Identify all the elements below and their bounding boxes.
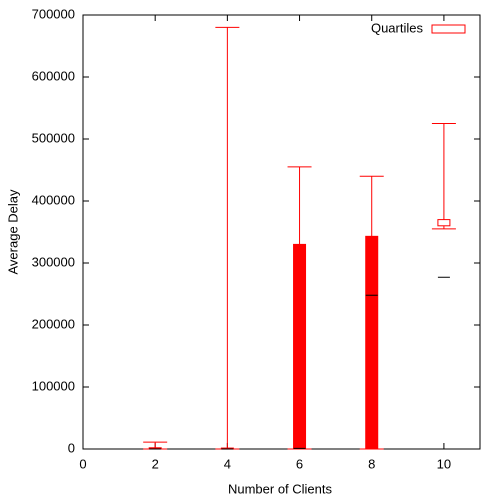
- y-tick-label: 400000: [32, 192, 75, 207]
- x-tick-label: 4: [224, 456, 231, 471]
- y-axis-label: Average Delay: [5, 189, 20, 275]
- box: [365, 235, 379, 450]
- x-axis-label: Number of Clients: [228, 481, 333, 496]
- box: [293, 243, 307, 450]
- y-tick-label: 700000: [32, 6, 75, 21]
- plot-frame: [82, 14, 481, 450]
- y-tick-label: 600000: [32, 68, 75, 83]
- y-tick-label: 300000: [32, 254, 75, 269]
- y-tick-label: 0: [68, 440, 75, 455]
- x-tick-label: 8: [368, 456, 375, 471]
- legend-label: Quartiles: [371, 20, 424, 35]
- legend-swatch: [431, 24, 466, 34]
- x-tick-label: 2: [152, 456, 159, 471]
- y-tick-label: 500000: [32, 130, 75, 145]
- x-tick-label: 10: [437, 456, 451, 471]
- box: [437, 219, 451, 227]
- x-tick-label: 6: [296, 456, 303, 471]
- y-tick-label: 100000: [32, 378, 75, 393]
- y-tick-label: 200000: [32, 316, 75, 331]
- x-tick-label: 0: [79, 456, 86, 471]
